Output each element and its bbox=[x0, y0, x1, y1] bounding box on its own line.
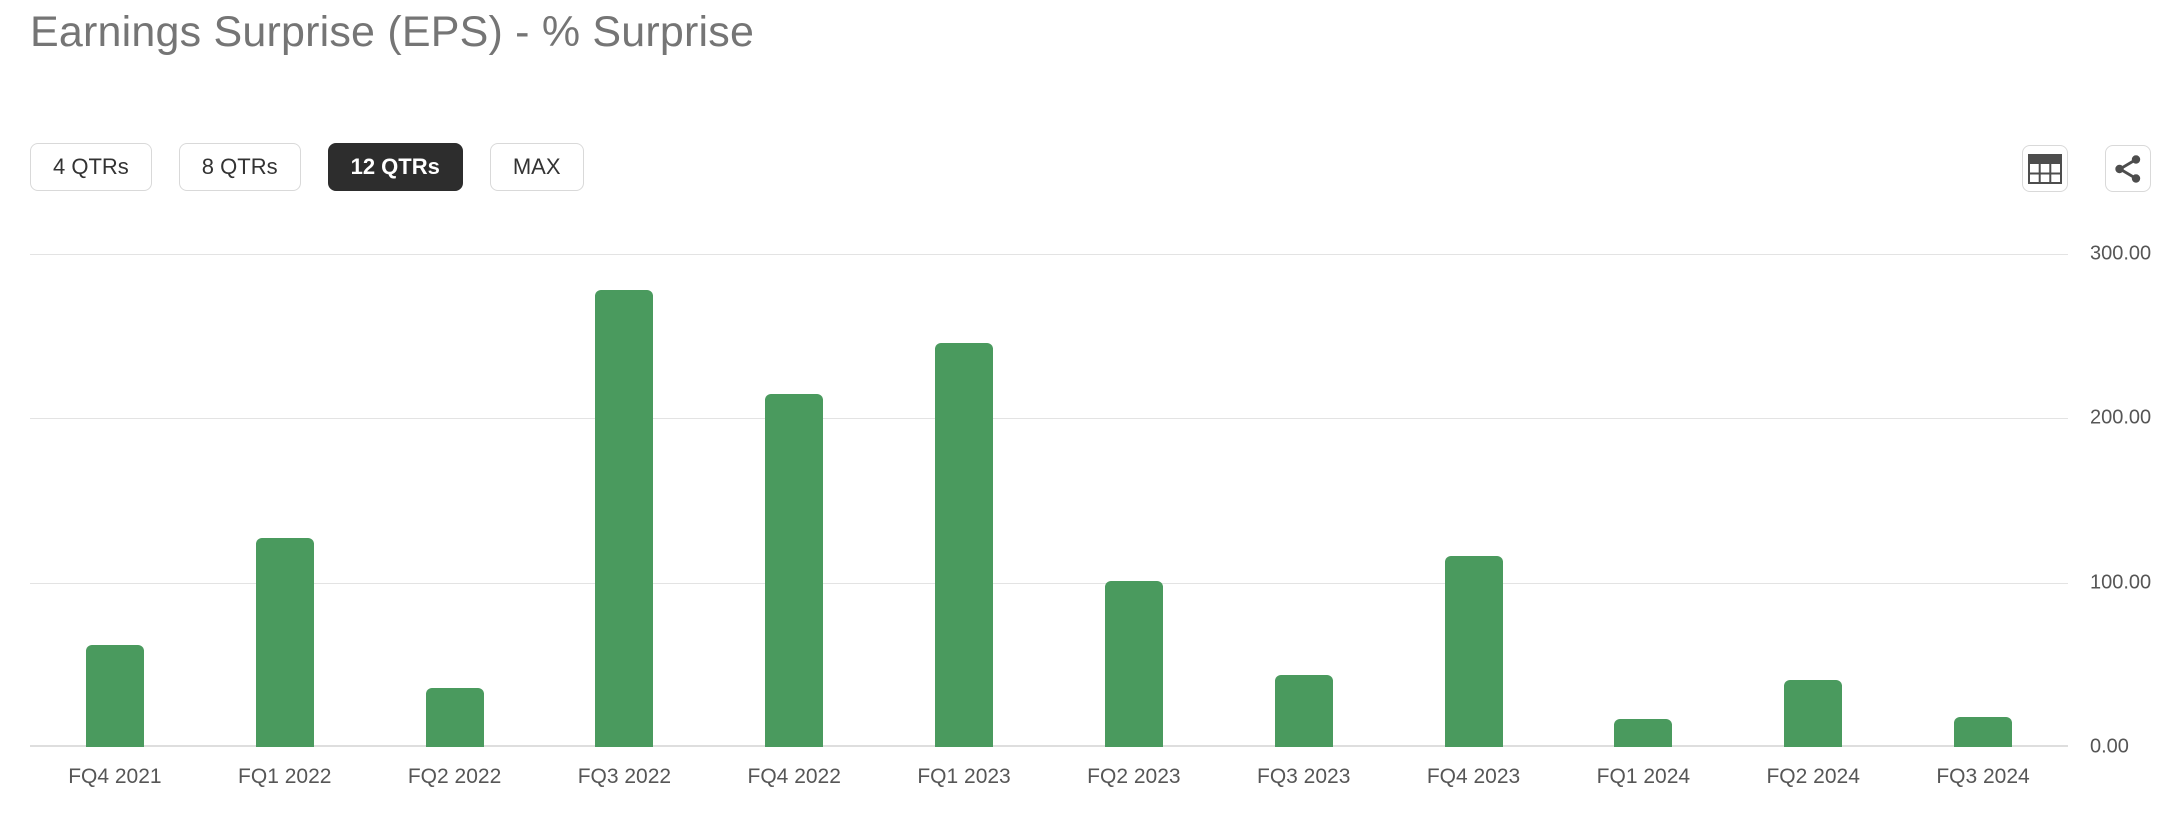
gridline bbox=[30, 254, 2068, 255]
bar[interactable] bbox=[1784, 679, 1843, 747]
gridline bbox=[30, 745, 2068, 747]
x-axis-label: FQ3 2024 bbox=[1936, 765, 2030, 788]
bars: FQ4 2021 FQ1 2022 FQ2 2022 FQ3 2022 FQ4 2022… bbox=[30, 254, 2068, 788]
bar-column: FQ1 2022 bbox=[200, 254, 370, 788]
bar[interactable] bbox=[255, 538, 314, 747]
gridline bbox=[30, 582, 2068, 584]
bar-column: FQ3 2024 bbox=[1898, 254, 2068, 788]
bar[interactable] bbox=[1954, 717, 2013, 747]
y-axis-label: 0.00 bbox=[2090, 735, 2129, 758]
gridline bbox=[30, 418, 2068, 420]
bar-column: FQ1 2024 bbox=[1558, 254, 1728, 788]
share-button[interactable] bbox=[2105, 145, 2151, 192]
range-button-max[interactable]: MAX bbox=[489, 143, 584, 191]
y-axis: 300.00 200.00 100.00 0.00 bbox=[2090, 243, 2180, 758]
bar[interactable] bbox=[1444, 556, 1503, 747]
bar-column: FQ4 2022 bbox=[709, 254, 879, 788]
bar-column: FQ2 2022 bbox=[370, 254, 540, 788]
bar-column: FQ2 2023 bbox=[1049, 254, 1219, 788]
range-button-12-qtrs[interactable]: 12 QTRs bbox=[327, 143, 463, 191]
bar-column: FQ4 2023 bbox=[1389, 254, 1559, 788]
share-icon bbox=[2113, 154, 2143, 184]
x-axis-label: FQ1 2024 bbox=[1596, 765, 1691, 788]
x-axis-label: FQ2 2024 bbox=[1766, 765, 1860, 788]
bar[interactable] bbox=[595, 290, 654, 747]
bar[interactable] bbox=[1614, 719, 1673, 747]
bar[interactable] bbox=[1104, 581, 1163, 747]
x-axis-label: FQ4 2022 bbox=[747, 765, 841, 788]
range-button-4-qtrs[interactable]: 4 QTRs bbox=[30, 143, 152, 191]
x-axis-label: FQ2 2022 bbox=[407, 765, 502, 788]
y-axis-label: 300.00 bbox=[2090, 242, 2152, 265]
bar[interactable] bbox=[425, 687, 484, 747]
chart-action-buttons bbox=[2022, 145, 2151, 192]
x-axis-label: FQ1 2022 bbox=[238, 765, 332, 788]
bar[interactable] bbox=[85, 645, 144, 747]
x-axis-label: FQ4 2021 bbox=[68, 765, 162, 788]
bar-column: FQ3 2022 bbox=[539, 254, 709, 788]
table-icon bbox=[2028, 153, 2062, 184]
bar-column: FQ4 2021 bbox=[30, 254, 200, 788]
bar[interactable] bbox=[1274, 674, 1333, 747]
range-toolbar: 4 QTRs 8 QTRs 12 QTRs MAX bbox=[30, 143, 584, 191]
bar-column: FQ1 2023 bbox=[879, 254, 1049, 788]
x-axis-label: FQ1 2023 bbox=[917, 765, 1011, 788]
x-axis-label: FQ3 2023 bbox=[1257, 765, 1351, 788]
bar-chart: FQ4 2021 FQ1 2022 FQ2 2022 FQ3 2022 FQ4 2022… bbox=[30, 243, 2151, 788]
page-title: Earnings Surprise (EPS) - % Surprise bbox=[30, 8, 755, 56]
bar[interactable] bbox=[935, 342, 994, 747]
range-button-8-qtrs[interactable]: 8 QTRs bbox=[178, 143, 301, 191]
y-axis-label: 200.00 bbox=[2090, 406, 2152, 429]
table-view-button[interactable] bbox=[2022, 145, 2068, 192]
y-axis-label: 100.00 bbox=[2090, 571, 2152, 594]
x-axis-label: FQ2 2023 bbox=[1087, 765, 1181, 788]
bar-column: FQ2 2024 bbox=[1728, 254, 1898, 788]
x-axis-label: FQ4 2023 bbox=[1426, 765, 1521, 788]
bar[interactable] bbox=[765, 393, 824, 747]
bar-column: FQ3 2023 bbox=[1219, 254, 1389, 788]
x-axis-label: FQ3 2022 bbox=[577, 765, 672, 788]
